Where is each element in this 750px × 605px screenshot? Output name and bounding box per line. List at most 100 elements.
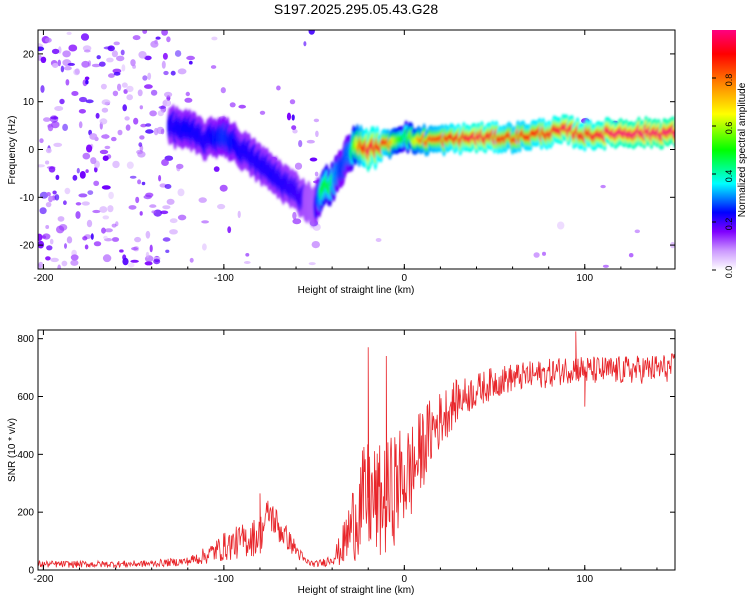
spectrogram-noise-blob [160, 128, 165, 135]
spectrogram-noise-blob [139, 135, 145, 140]
spectrogram-noise-blob [169, 229, 178, 235]
spectrogram-noise-blob [145, 251, 150, 258]
snr-frame [37, 329, 676, 571]
spectrogram-noise-blob [75, 202, 82, 206]
spectrogram-noise-blob [155, 36, 161, 40]
spectrogram-noise-blob [157, 110, 164, 117]
spectrogram-noise-blob [50, 116, 59, 120]
colorbar-tick-label: 0.2 [724, 218, 734, 231]
spectrogram-noise-blob [145, 129, 154, 134]
spectrogram-noise-blob [50, 257, 59, 263]
spectrogram-noise-blob [165, 249, 170, 253]
spectrogram-noise-blob [122, 104, 127, 112]
spectrogram-noise-blob [102, 254, 112, 263]
spectrogram-noise-blob [104, 228, 113, 233]
spectrogram-noise-blob [60, 65, 65, 73]
spectrogram-noise-blob [137, 89, 143, 97]
spectrogram-noise-blob [46, 192, 51, 197]
spectrogram-noise-blob [63, 200, 67, 205]
spectrogram-noise-blob [162, 52, 168, 60]
spectrogram-noise-blob [127, 262, 135, 268]
spectrogram-noise-blob [140, 123, 147, 128]
spectrogram-noise-blob [211, 36, 218, 41]
spectrogram-noise-blob [237, 210, 241, 219]
spectrogram-noise-blob [102, 155, 109, 161]
spectrogram-noise-blob [107, 205, 114, 213]
spectrogram-noise-blob [57, 59, 61, 67]
spectrogram-noise-blob [93, 180, 100, 186]
spectrogram-x-label: Height of straight line (km) [298, 285, 415, 296]
spectrogram-noise-blob [93, 241, 102, 247]
colorbar-ticks: 0.0 0.2 0.4 0.6 0.8 [712, 74, 734, 279]
spectrogram-noise-blob [78, 109, 86, 114]
spectrogram-noise-blob [202, 243, 207, 251]
spectrogram-noise-blob [113, 71, 121, 76]
spectrogram-noise-blob [72, 174, 78, 181]
spectrogram-noise-blob [70, 254, 79, 261]
spectrogram-noise-blob [600, 184, 606, 189]
snr-ticks: -200 -100 0 100 0 200 400 600 800 [17, 330, 675, 585]
spectrogram-noise-blob [62, 50, 71, 58]
spectrogram-noise-blob [276, 85, 281, 91]
spectrogram-noise-blob [634, 229, 640, 234]
spectrogram-noise-blob [126, 161, 134, 169]
snr-series-line [38, 331, 675, 569]
spectrogram-noise-blob [130, 59, 136, 67]
spectrogram-noise-blob [90, 157, 97, 165]
colorbar-tick-label: 0.0 [724, 266, 734, 279]
spectrogram-noise-blob [52, 63, 59, 68]
spectrogram-noise-blob [111, 237, 120, 242]
spectrogram-noise-blob [61, 260, 68, 267]
spectrogram-noise-blob [66, 31, 72, 35]
spectrogram-noise-blob [121, 64, 126, 72]
spectrogram-noise-blob [147, 72, 152, 81]
spectrogram-noise-blob [145, 123, 152, 127]
spectrogram-noise-blob [68, 44, 78, 52]
spectrogram-noise-blob [160, 210, 169, 215]
spectrogram-noise-blob [137, 179, 142, 185]
spectrogram-noise-blob [135, 196, 140, 204]
spectrogram-noise-blob [186, 55, 196, 61]
x-tick-label: -200 [33, 574, 53, 585]
spectrogram-noise-blob [227, 226, 232, 234]
spectrogram-noise-blob [164, 184, 172, 189]
spectrogram-noise-blob [79, 171, 86, 179]
spectrogram-noise-blob [150, 40, 159, 48]
spectrogram-noise-blob [79, 96, 87, 103]
y-tick-label: 0 [28, 566, 34, 577]
spectrogram-noise-blob [138, 142, 143, 147]
spectrogram-noise-blob [125, 124, 131, 131]
spectrogram-noise-blob [82, 152, 91, 160]
spectrogram-noise-blob [245, 253, 250, 257]
spectrogram-noise-blob [145, 192, 154, 198]
spectrogram-noise-blob [138, 51, 147, 59]
colorbar-tick-label: 0.8 [724, 74, 734, 87]
spectrogram-noise-blob [303, 41, 307, 47]
spectrogram-noise-blob [142, 30, 148, 34]
spectrogram-noise [38, 30, 675, 269]
y-tick-label: 0 [28, 145, 34, 156]
spectrogram-noise-blob [308, 30, 315, 35]
spectrogram-noise-blob [139, 211, 143, 216]
x-tick-label: -100 [214, 273, 234, 284]
spectrogram-noise-blob [291, 125, 297, 130]
spectrogram-noise-blob [53, 142, 63, 147]
spectrogram-noise-blob [86, 144, 93, 153]
spectrogram-noise-blob [238, 104, 246, 109]
spectrogram-noise-blob [46, 245, 53, 251]
spectrogram-noise-blob [130, 259, 139, 263]
spectrogram-noise-blob [170, 70, 176, 76]
spectrogram-noise-blob [308, 262, 316, 266]
spectrogram-noise-blob [44, 37, 52, 43]
spectrogram-noise-blob [177, 188, 185, 197]
spectrogram-noise-blob [95, 112, 100, 119]
spectrogram-noise-blob [291, 114, 295, 121]
spectrogram-noise-blob [117, 83, 122, 92]
spectrogram-noise-blob [162, 205, 171, 210]
spectrogram-noise-blob [122, 257, 129, 266]
spectrogram-noise-blob [164, 91, 173, 98]
spectrogram-noise-blob [74, 68, 80, 75]
spectrogram-noise-blob [54, 106, 64, 111]
